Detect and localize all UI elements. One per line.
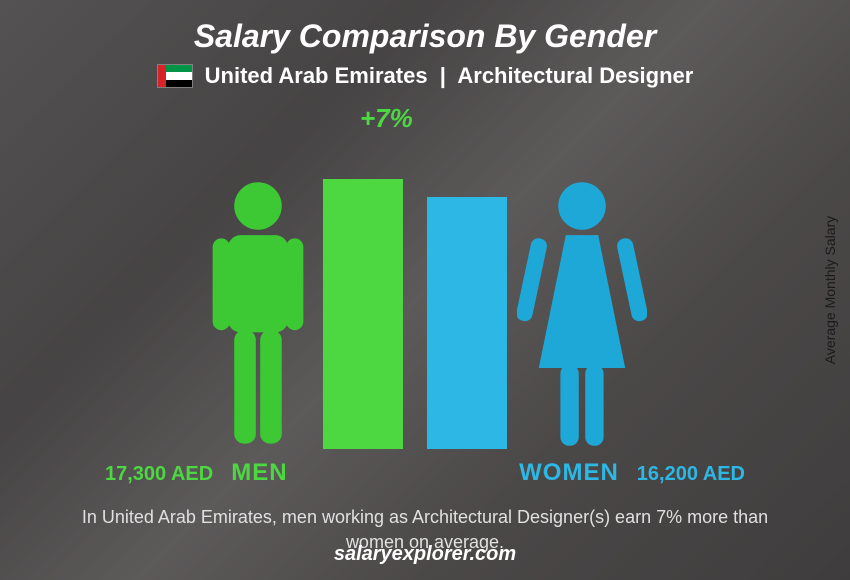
separator: | xyxy=(434,63,452,88)
female-labels: WOMEN 16,200 AED xyxy=(519,459,745,487)
female-person-icon xyxy=(517,179,647,449)
male-labels: 17,300 AED MEN xyxy=(105,459,288,487)
subtitle-row: United Arab Emirates | Architectural Des… xyxy=(157,63,694,89)
male-group xyxy=(203,179,403,449)
role-name: Architectural Designer xyxy=(457,63,693,88)
subtitle: United Arab Emirates | Architectural Des… xyxy=(205,63,694,89)
site-credit: salaryexplorer.com xyxy=(334,543,516,566)
chart-area: +7% xyxy=(105,109,745,449)
male-salary: 17,300 AED xyxy=(105,463,213,486)
male-bar xyxy=(323,179,403,449)
male-pct-label: +7% xyxy=(360,103,413,134)
male-person-icon xyxy=(203,179,313,449)
male-category: MEN xyxy=(231,459,287,487)
female-bar xyxy=(427,197,507,449)
ylabel-wrapper: Average Monthly Salary xyxy=(815,0,845,580)
y-axis-label: Average Monthly Salary xyxy=(822,216,838,364)
female-category: WOMEN xyxy=(519,459,619,487)
female-salary: 16,200 AED xyxy=(637,463,745,486)
female-group xyxy=(427,179,647,449)
infographic-root: Salary Comparison By Gender United Arab … xyxy=(0,0,850,580)
main-title: Salary Comparison By Gender xyxy=(194,18,656,55)
uae-flag-icon xyxy=(157,64,193,88)
country-name: United Arab Emirates xyxy=(205,63,428,88)
bottom-labels: 17,300 AED MEN WOMEN 16,200 AED xyxy=(105,459,745,487)
